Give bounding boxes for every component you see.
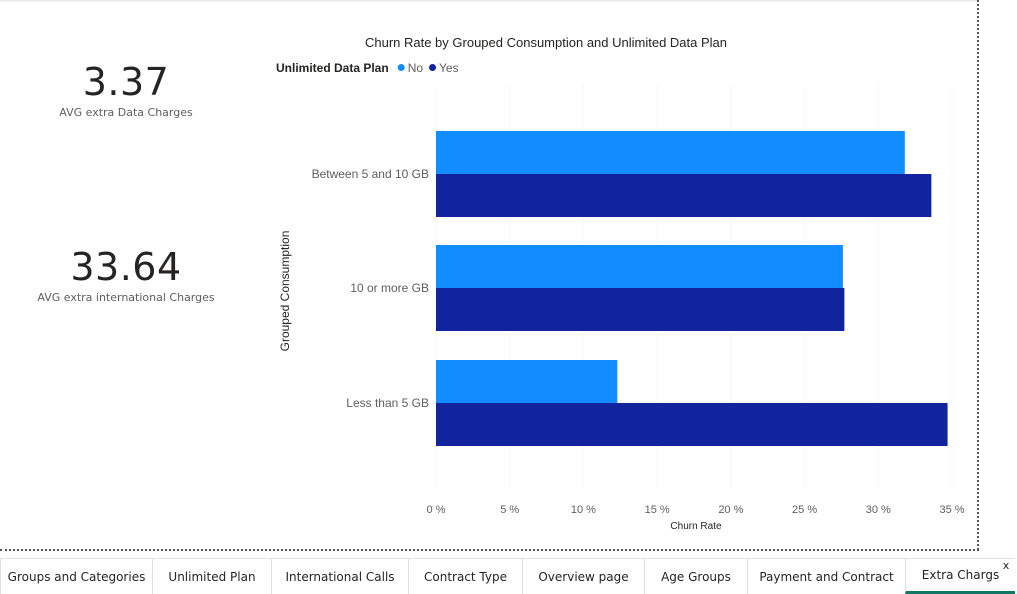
bar-no[interactable] bbox=[436, 360, 618, 403]
churn-rate-bar-chart[interactable]: Churn Rate by Grouped Consumption and Un… bbox=[270, 26, 975, 541]
page-tab-bar: Groups and Categories Unlimited Plan Inter… bbox=[0, 555, 1017, 594]
category-label: Between 5 and 10 GB bbox=[312, 167, 429, 181]
tab-age-groups[interactable]: Age Groups bbox=[644, 558, 747, 594]
legend-label: Yes bbox=[439, 61, 459, 75]
tab-international-calls[interactable]: International Calls bbox=[271, 558, 408, 594]
x-tick-label: 35 % bbox=[939, 504, 964, 516]
tab-overview-page[interactable]: Overview page bbox=[522, 558, 644, 594]
legend-title: Unlimited Data Plan bbox=[276, 61, 389, 75]
bar-yes[interactable] bbox=[436, 174, 932, 217]
kpi-card-extra-international-charges[interactable]: 33.64 AVG extra international Charges bbox=[26, 245, 226, 305]
x-tick-label: 25 % bbox=[792, 504, 817, 516]
tab-unlimited-plan[interactable]: Unlimited Plan bbox=[152, 558, 271, 594]
legend-marker bbox=[429, 64, 437, 71]
x-tick-label: 15 % bbox=[645, 504, 670, 516]
x-tick-label: 10 % bbox=[571, 504, 596, 516]
tab-label: Overview page bbox=[538, 569, 629, 584]
kpi-card-extra-data-charges[interactable]: 3.37 AVG extra Data Charges bbox=[26, 60, 226, 120]
kpi-value: 33.64 bbox=[70, 245, 182, 289]
tab-label: Extra Chargs bbox=[921, 568, 1000, 582]
y-axis-title: Grouped Consumption bbox=[278, 231, 292, 352]
legend-label: No bbox=[408, 61, 424, 75]
bar-yes[interactable] bbox=[436, 403, 948, 446]
tab-payment-and-contract[interactable]: Payment and Contract bbox=[747, 558, 905, 594]
tab-label: Age Groups bbox=[661, 569, 731, 584]
x-tick-label: 30 % bbox=[866, 504, 891, 516]
canvas-right-border bbox=[977, 0, 979, 550]
bar-no[interactable] bbox=[436, 245, 843, 288]
tab-groups-and-categories[interactable]: Groups and Categories bbox=[0, 558, 152, 594]
bar-no[interactable] bbox=[436, 131, 905, 174]
canvas-bottom-border bbox=[0, 549, 979, 551]
kpi-label: AVG extra international Charges bbox=[37, 291, 215, 304]
x-tick-label: 20 % bbox=[718, 504, 743, 516]
kpi-value: 3.37 bbox=[82, 60, 170, 104]
tab-extra-chargs[interactable]: Extra Chargs bbox=[905, 558, 1015, 594]
tab-label: International Calls bbox=[285, 569, 395, 584]
tab-contract-type[interactable]: Contract Type bbox=[408, 558, 522, 594]
close-icon[interactable]: x bbox=[1002, 559, 1010, 572]
legend-marker bbox=[397, 64, 405, 71]
chart-title: Churn Rate by Grouped Consumption and Un… bbox=[365, 35, 727, 50]
bars bbox=[436, 131, 948, 446]
x-tick-label: 5 % bbox=[500, 504, 519, 516]
tab-label: Unlimited Plan bbox=[168, 569, 256, 584]
legend[interactable]: No Yes bbox=[397, 61, 459, 75]
legend-item-yes[interactable]: Yes bbox=[429, 61, 459, 75]
x-axis-title: Churn Rate bbox=[670, 521, 722, 532]
category-labels: Between 5 and 10 GB 10 or more GB Less tha… bbox=[312, 167, 429, 410]
x-tick-label: 0 % bbox=[427, 504, 446, 516]
bar-yes[interactable] bbox=[436, 288, 845, 331]
tab-label: Contract Type bbox=[424, 569, 507, 584]
x-axis-ticks: 0 % 5 % 10 % 15 % 20 % 25 % 30 % 35 % bbox=[427, 504, 965, 516]
legend-item-no[interactable]: No bbox=[397, 61, 424, 75]
kpi-label: AVG extra Data Charges bbox=[59, 106, 193, 119]
category-label: 10 or more GB bbox=[350, 281, 429, 295]
tab-label: Payment and Contract bbox=[759, 569, 894, 584]
tab-label: Groups and Categories bbox=[7, 569, 146, 584]
category-label: Less than 5 GB bbox=[346, 396, 429, 410]
canvas-top-edge bbox=[0, 0, 978, 3]
